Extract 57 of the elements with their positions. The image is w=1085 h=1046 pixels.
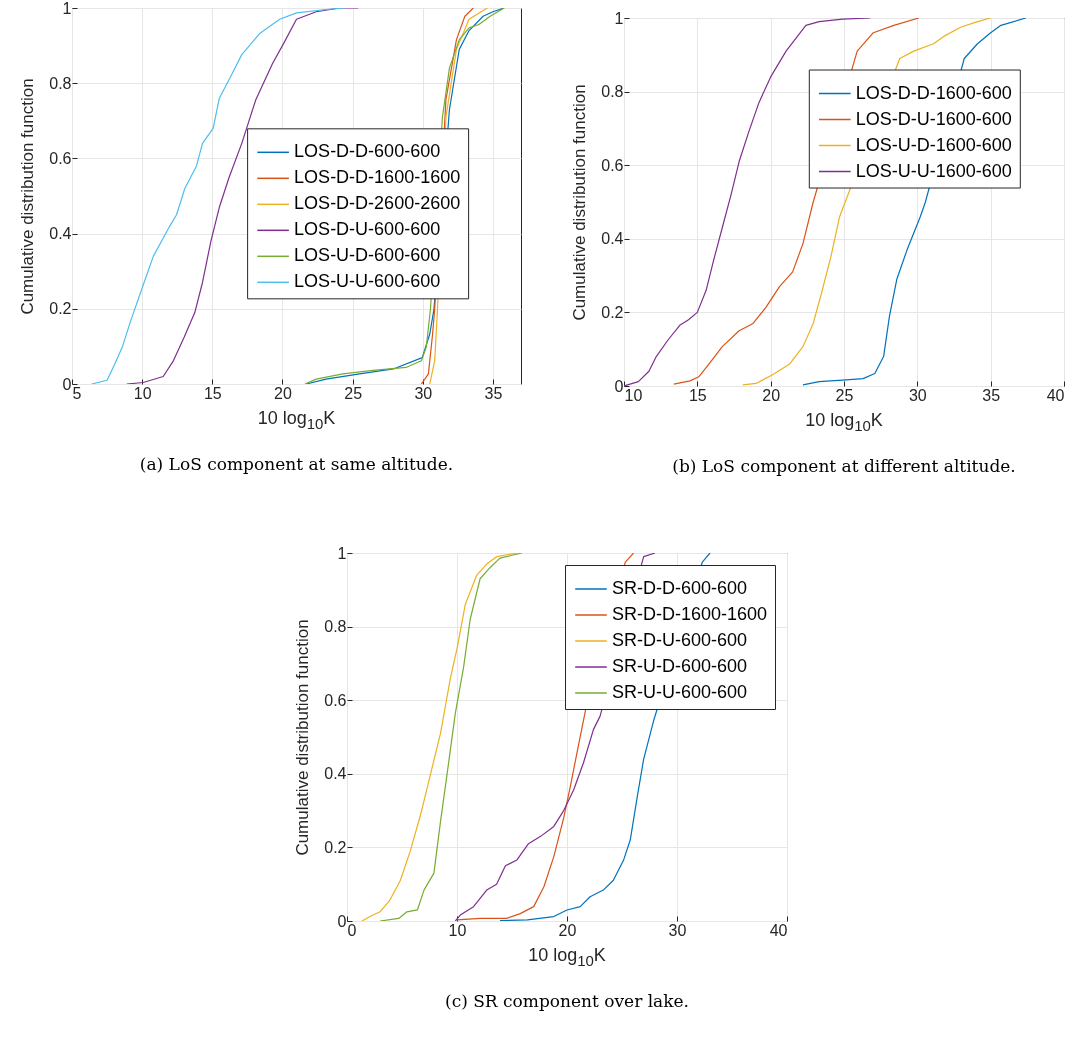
y-tick-label: 0.6 bbox=[49, 149, 72, 167]
x-tick-label: 10 bbox=[133, 384, 152, 402]
x-axis-title: 10 log$_{10}$K bbox=[257, 408, 336, 432]
y-tick-label: 0.2 bbox=[601, 303, 624, 321]
y-axis-title: Cumulative distribution function bbox=[570, 84, 590, 321]
x-tick-label: 20 bbox=[274, 384, 292, 402]
y-tick-label: 0.4 bbox=[601, 230, 624, 248]
x-axis-title: 10 log$_{10}$K bbox=[805, 410, 883, 434]
text: (c) SR component over lake. bbox=[445, 991, 689, 1011]
legend-label: SR-U-U-600-600 bbox=[612, 682, 748, 702]
y-tick-label: 1 bbox=[614, 9, 624, 27]
y-tick-label: 0.8 bbox=[324, 618, 347, 636]
x-tick-label: 15 bbox=[203, 384, 222, 402]
legend-label: SR-U-D-600-600 bbox=[612, 656, 748, 676]
legend-label: LOS-U-D-1600-600 bbox=[855, 134, 1012, 155]
y-axis-title: Cumulative distribution function bbox=[18, 78, 38, 315]
x-tick-label: 10 bbox=[448, 921, 467, 939]
x-tick-label: 40 bbox=[769, 921, 788, 939]
legend-label: LOS-U-U-600-600 bbox=[294, 271, 441, 292]
legend-label: LOS-D-D-600-600 bbox=[294, 141, 441, 162]
legend-label: SR-D-U-600-600 bbox=[612, 630, 748, 650]
legend-label: LOS-D-D-2600-2600 bbox=[294, 193, 461, 214]
x-tick-label: 20 bbox=[762, 386, 781, 404]
legend-label: LOS-D-D-1600-600 bbox=[855, 82, 1012, 103]
x-tick-label: 5 bbox=[72, 384, 82, 402]
legend-label: SR-D-D-1600-1600 bbox=[612, 604, 768, 624]
y-tick-label: 0.6 bbox=[601, 156, 624, 174]
y-tick-label: 0.4 bbox=[49, 225, 72, 243]
x-tick-label: 30 bbox=[414, 384, 433, 402]
legend-label: LOS-D-U-1600-600 bbox=[855, 108, 1012, 129]
x-tick-label: 20 bbox=[558, 921, 577, 939]
text: (b) LoS component at different altitude. bbox=[672, 456, 1016, 476]
y-tick-label: 1 bbox=[62, 0, 72, 17]
legend-label: LOS-U-D-600-600 bbox=[294, 245, 441, 266]
y-axis-title: Cumulative distribution function bbox=[293, 619, 313, 856]
legend-label: LOS-D-U-600-600 bbox=[294, 219, 441, 240]
legend-label: SR-D-D-600-600 bbox=[612, 578, 748, 598]
y-tick-label: 0.6 bbox=[324, 691, 347, 709]
x-tick-label: 30 bbox=[668, 921, 687, 939]
x-tick-label: 30 bbox=[908, 386, 927, 404]
x-axis-title: 10 log$_{10}$K bbox=[528, 945, 606, 969]
y-tick-label: 0.2 bbox=[324, 838, 347, 856]
x-tick-label: 25 bbox=[835, 386, 854, 404]
y-tick-label: 0.4 bbox=[324, 765, 347, 783]
x-tick-label: 35 bbox=[982, 386, 1001, 404]
legend-label: LOS-D-D-1600-1600 bbox=[294, 167, 461, 188]
y-tick-label: 0.8 bbox=[49, 74, 72, 92]
legend-label: LOS-U-U-1600-600 bbox=[855, 160, 1012, 181]
x-tick-label: 25 bbox=[344, 384, 363, 402]
x-tick-label: 15 bbox=[688, 386, 707, 404]
x-tick-label: 40 bbox=[1046, 386, 1065, 404]
y-tick-label: 0.2 bbox=[49, 300, 72, 318]
text: (a) LoS component at same altitude. bbox=[139, 454, 454, 474]
x-tick-label: 35 bbox=[484, 384, 503, 402]
x-tick-label: 10 bbox=[624, 386, 643, 404]
y-tick-label: 0.8 bbox=[601, 83, 624, 101]
y-tick-label: 1 bbox=[337, 544, 347, 562]
